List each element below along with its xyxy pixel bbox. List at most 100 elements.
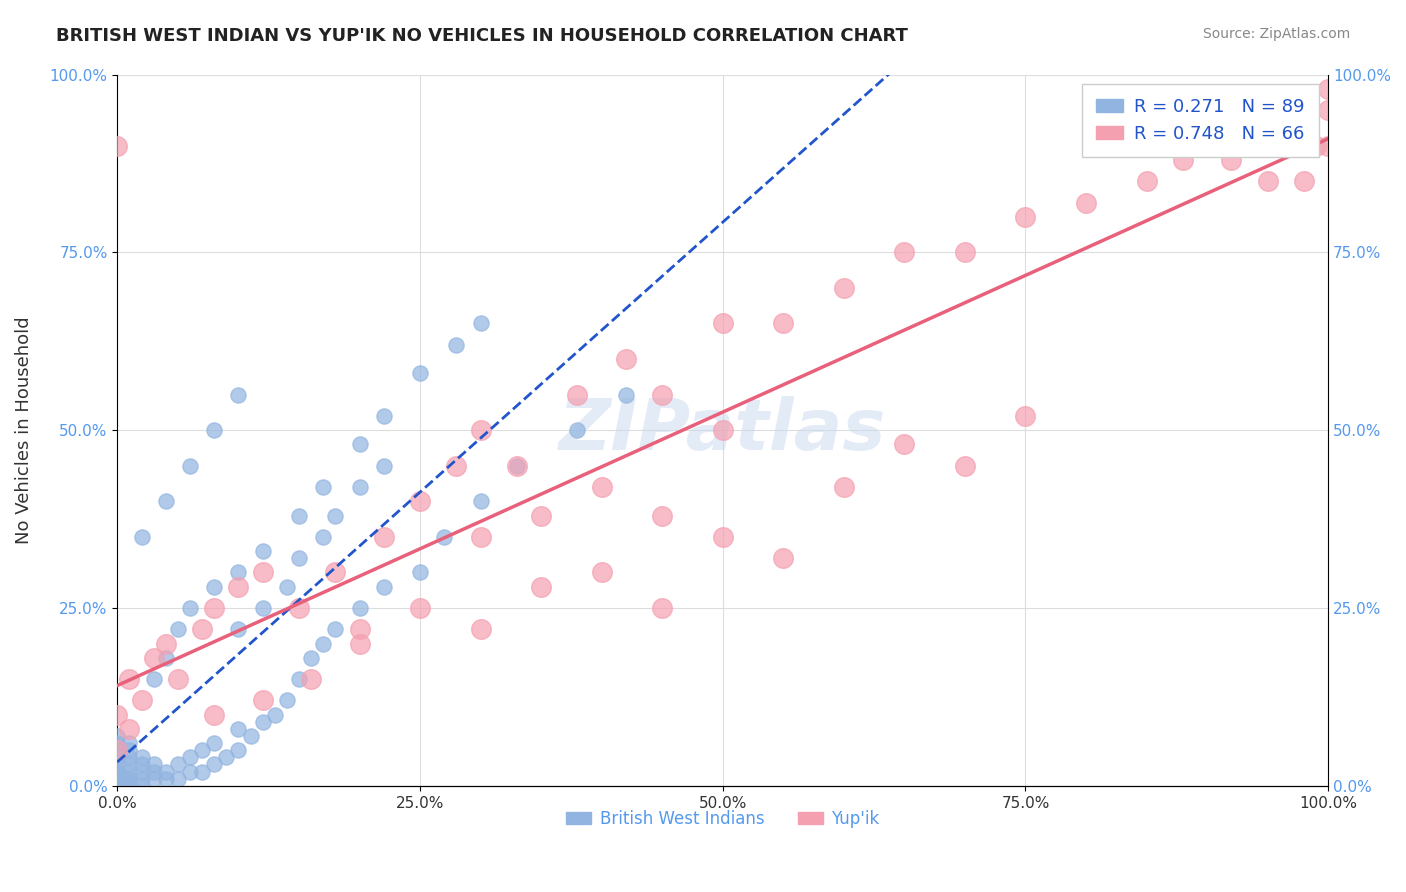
Point bbox=[179, 750, 201, 764]
Point bbox=[1281, 103, 1303, 117]
Point bbox=[105, 707, 128, 722]
Point bbox=[288, 508, 311, 523]
Point bbox=[105, 743, 128, 757]
Point bbox=[118, 750, 141, 764]
Point bbox=[239, 729, 262, 743]
Point bbox=[614, 387, 637, 401]
Point bbox=[373, 409, 395, 423]
Point bbox=[1268, 138, 1291, 153]
Point bbox=[711, 423, 734, 437]
Point bbox=[1257, 174, 1279, 188]
Point bbox=[1135, 174, 1157, 188]
Point bbox=[1014, 409, 1036, 423]
Point bbox=[215, 750, 238, 764]
Point bbox=[446, 458, 468, 473]
Point bbox=[105, 736, 128, 750]
Point bbox=[299, 672, 322, 686]
Point bbox=[131, 750, 153, 764]
Point bbox=[228, 743, 250, 757]
Point bbox=[252, 544, 274, 558]
Point bbox=[470, 317, 492, 331]
Point bbox=[142, 757, 165, 772]
Point bbox=[614, 351, 637, 366]
Point bbox=[105, 764, 128, 779]
Point bbox=[202, 423, 225, 437]
Point bbox=[118, 772, 141, 786]
Point bbox=[349, 437, 371, 451]
Point bbox=[228, 580, 250, 594]
Point bbox=[105, 779, 128, 793]
Point bbox=[228, 722, 250, 736]
Point bbox=[1317, 138, 1340, 153]
Point bbox=[323, 566, 346, 580]
Point bbox=[155, 764, 177, 779]
Point bbox=[105, 743, 128, 757]
Point bbox=[105, 772, 128, 786]
Point bbox=[1257, 103, 1279, 117]
Point bbox=[179, 458, 201, 473]
Point bbox=[1074, 195, 1097, 210]
Point bbox=[263, 707, 285, 722]
Point bbox=[276, 580, 298, 594]
Point bbox=[118, 672, 141, 686]
Point bbox=[323, 623, 346, 637]
Point bbox=[1014, 210, 1036, 224]
Point bbox=[312, 480, 335, 494]
Point bbox=[591, 566, 613, 580]
Point bbox=[191, 623, 214, 637]
Point bbox=[1197, 138, 1219, 153]
Point bbox=[567, 387, 589, 401]
Point bbox=[179, 764, 201, 779]
Point bbox=[167, 672, 190, 686]
Point bbox=[312, 530, 335, 544]
Point bbox=[118, 779, 141, 793]
Point bbox=[155, 772, 177, 786]
Point bbox=[252, 601, 274, 615]
Point bbox=[1305, 138, 1327, 153]
Point bbox=[711, 317, 734, 331]
Point bbox=[202, 736, 225, 750]
Point bbox=[470, 423, 492, 437]
Point bbox=[373, 530, 395, 544]
Point bbox=[105, 779, 128, 793]
Point bbox=[105, 779, 128, 793]
Point bbox=[651, 387, 673, 401]
Point bbox=[470, 623, 492, 637]
Point bbox=[312, 636, 335, 650]
Point bbox=[142, 764, 165, 779]
Point bbox=[131, 530, 153, 544]
Point bbox=[252, 714, 274, 729]
Point bbox=[252, 566, 274, 580]
Point bbox=[651, 601, 673, 615]
Point bbox=[832, 281, 855, 295]
Point bbox=[118, 772, 141, 786]
Point bbox=[530, 580, 553, 594]
Text: ZIPatlas: ZIPatlas bbox=[560, 396, 886, 465]
Point bbox=[118, 779, 141, 793]
Point bbox=[155, 650, 177, 665]
Point bbox=[105, 757, 128, 772]
Point bbox=[409, 566, 432, 580]
Point bbox=[288, 551, 311, 566]
Point bbox=[772, 317, 794, 331]
Point bbox=[105, 779, 128, 793]
Point bbox=[1292, 174, 1315, 188]
Point bbox=[105, 729, 128, 743]
Point bbox=[530, 508, 553, 523]
Text: BRITISH WEST INDIAN VS YUP'IK NO VEHICLES IN HOUSEHOLD CORRELATION CHART: BRITISH WEST INDIAN VS YUP'IK NO VEHICLE… bbox=[56, 27, 908, 45]
Point bbox=[131, 764, 153, 779]
Point bbox=[142, 672, 165, 686]
Point bbox=[105, 764, 128, 779]
Point bbox=[142, 650, 165, 665]
Point bbox=[349, 480, 371, 494]
Point bbox=[167, 623, 190, 637]
Point bbox=[1317, 103, 1340, 117]
Point bbox=[953, 245, 976, 260]
Point bbox=[893, 437, 915, 451]
Point bbox=[228, 387, 250, 401]
Point bbox=[228, 623, 250, 637]
Point bbox=[1171, 153, 1194, 167]
Point bbox=[832, 480, 855, 494]
Point bbox=[373, 458, 395, 473]
Point bbox=[470, 530, 492, 544]
